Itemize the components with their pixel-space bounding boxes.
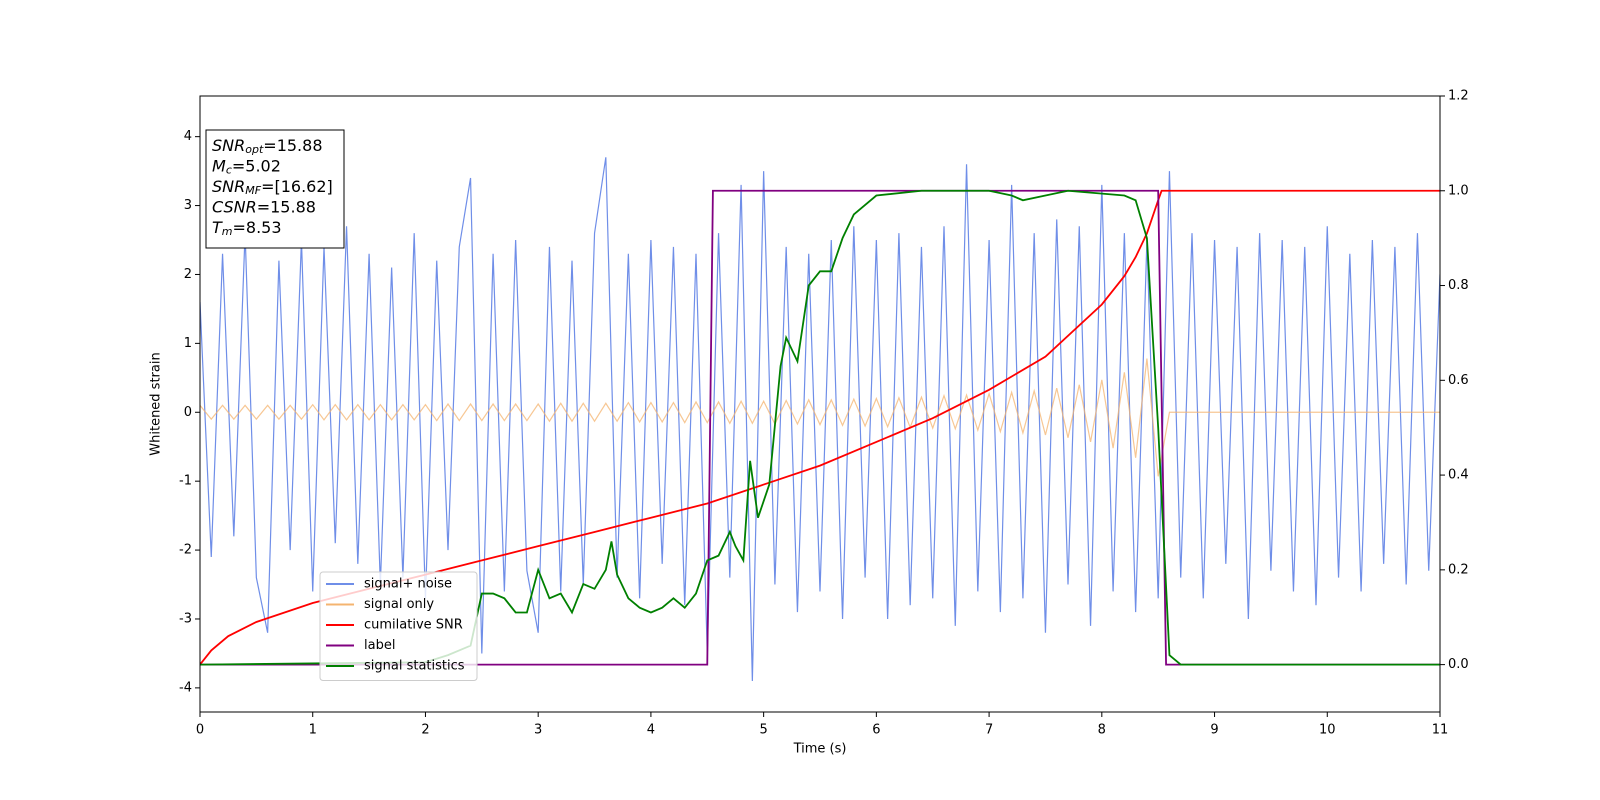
y-tick-label: -4 — [179, 680, 192, 695]
annotation: SNRopt=15.88 — [212, 136, 323, 157]
y2-tick-label: 0.6 — [1448, 373, 1469, 388]
y-tick-label: 0 — [184, 405, 192, 420]
x-tick-label: 2 — [421, 723, 429, 738]
plot-frame — [199, 95, 1441, 713]
y-tick-label: 3 — [184, 198, 192, 213]
annotation: SNRMF=[16.62] — [212, 177, 333, 198]
legend-label: signal statistics — [364, 659, 465, 674]
legend-frame — [319, 571, 478, 681]
series-line — [200, 189, 1440, 666]
series-line — [200, 358, 1440, 477]
annotation-box: SNRopt=15.88Mc=5.02SNRMF=[16.62]CSNR=15.… — [205, 129, 345, 249]
y2-tick-label: 0.4 — [1448, 468, 1469, 483]
x-tick-label: 11 — [1432, 723, 1449, 738]
x-tick-label: 3 — [534, 723, 542, 738]
y2-tick-label: 0.8 — [1448, 278, 1469, 293]
annotation-frame — [205, 129, 345, 249]
legend-label: signal only — [364, 597, 434, 612]
annotation-sub: c — [226, 164, 232, 177]
annotation-main: M — [212, 156, 226, 175]
annotation-main: CSNR — [212, 197, 257, 216]
annotation-rest: =8.53 — [233, 218, 282, 237]
x-tick-label: 9 — [1210, 723, 1218, 738]
annotation: CSNR=15.88 — [212, 197, 316, 216]
annotation-rest: =15.88 — [257, 197, 316, 216]
legend-label: cumilative SNR — [364, 618, 463, 633]
y2-tick-label: 1.2 — [1448, 89, 1469, 104]
y2-tick-label: 0.0 — [1448, 657, 1469, 672]
x-tick-label: 6 — [872, 723, 880, 738]
y-tick-label: -1 — [179, 474, 192, 489]
x-tick-label: 0 — [196, 723, 204, 738]
y-tick-label: 1 — [184, 336, 192, 351]
series-line — [200, 189, 1440, 666]
annotation-rest: =[16.62] — [261, 177, 333, 196]
annotation-main: T — [212, 218, 223, 237]
legend-label: label — [364, 638, 395, 653]
annotation-sub: MF — [245, 184, 261, 197]
y-tick-label: -2 — [179, 543, 192, 558]
plot-area — [200, 157, 1440, 682]
annotation: Mc=5.02 — [212, 156, 281, 177]
annotation-sub: opt — [245, 143, 264, 156]
annotation: Tm=8.53 — [212, 218, 282, 239]
legend: signal+ noise signal only cumilative SNR la… — [319, 571, 478, 681]
x-tick-label: 1 — [309, 723, 317, 738]
x-tick-label: 8 — [1098, 723, 1106, 738]
x-tick-label: 5 — [759, 723, 767, 738]
y-tick-label: 2 — [184, 267, 192, 282]
x-tick-label: 10 — [1319, 723, 1336, 738]
y-axis-label: Whitened strain — [149, 352, 164, 455]
annotation-rest: =5.02 — [232, 156, 281, 175]
annotation-main: SNR — [212, 136, 245, 155]
x-tick-label: 4 — [647, 723, 655, 738]
x-tick-label: 7 — [985, 723, 993, 738]
legend-label: signal+ noise — [364, 577, 452, 592]
y2-tick-label: 1.0 — [1448, 183, 1469, 198]
annotation-main: SNR — [212, 177, 245, 196]
annotation-sub: m — [222, 225, 233, 238]
series-line — [200, 157, 1440, 682]
x-axis-label: Time (s) — [793, 742, 847, 757]
y2-tick-label: 0.2 — [1448, 562, 1469, 577]
annotation-rest: =15.88 — [263, 136, 322, 155]
y-tick-label: -3 — [179, 611, 192, 626]
y-tick-label: 4 — [184, 129, 192, 144]
